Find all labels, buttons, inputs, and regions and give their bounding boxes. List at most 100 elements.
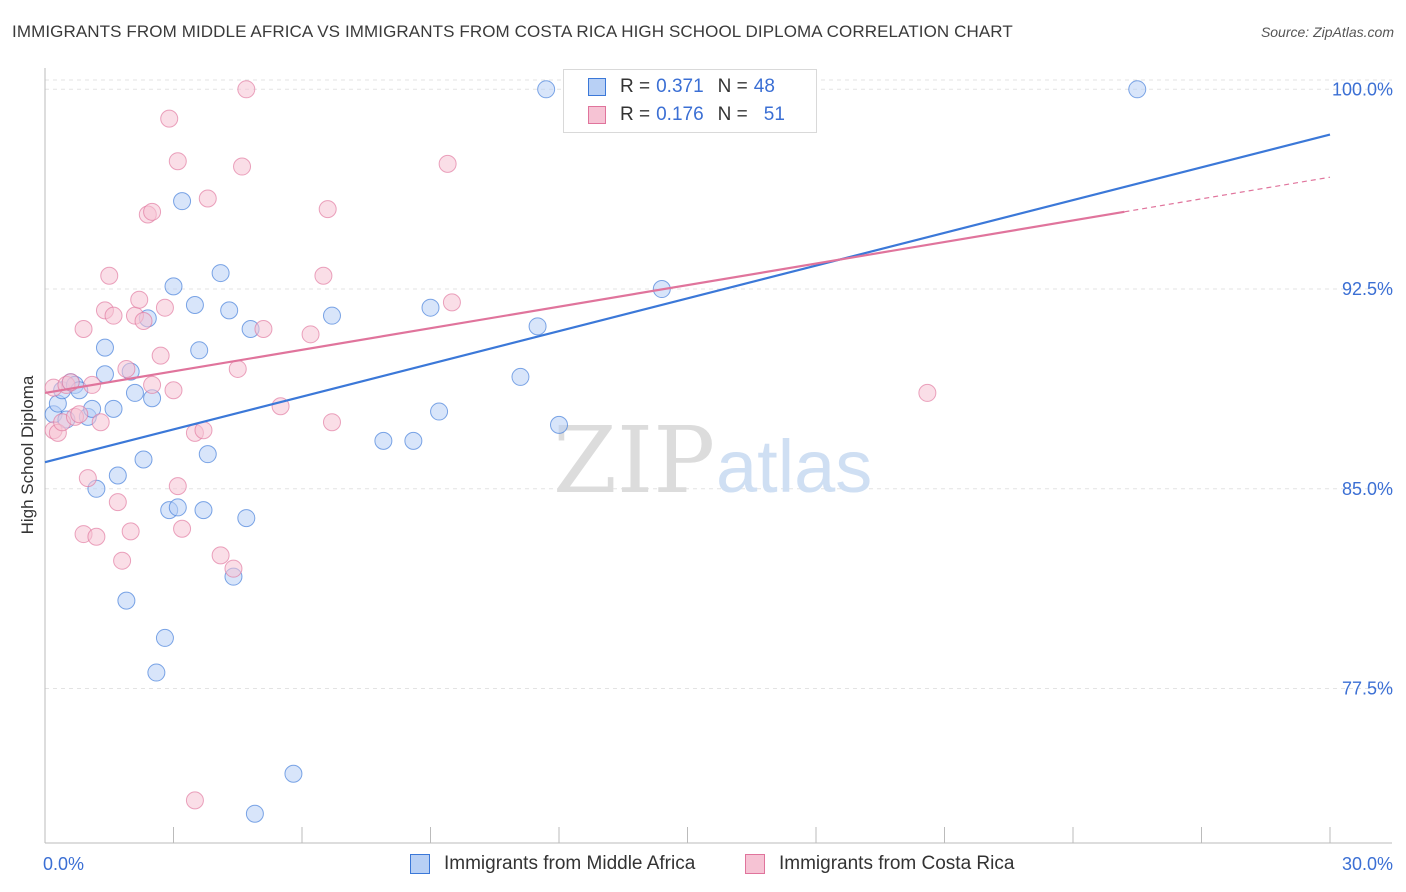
trendline-costa-rica-extension bbox=[1124, 176, 1331, 213]
point-costa-rica bbox=[237, 80, 256, 99]
point-costa-rica bbox=[254, 319, 273, 338]
y-tick-label: 92.5% bbox=[1342, 279, 1393, 299]
point-costa-rica bbox=[74, 319, 93, 338]
point-middle-africa bbox=[147, 663, 166, 682]
point-costa-rica bbox=[185, 791, 204, 810]
point-costa-rica bbox=[78, 469, 97, 488]
y-tick-label: 77.5% bbox=[1342, 679, 1393, 699]
point-costa-rica bbox=[104, 306, 123, 325]
point-costa-rica bbox=[130, 290, 149, 309]
series-legend-pink: Immigrants from Costa Rica bbox=[745, 851, 1014, 877]
r-value-pink: 0.176 bbox=[656, 104, 704, 125]
point-costa-rica bbox=[151, 346, 170, 365]
point-costa-rica bbox=[301, 325, 320, 344]
point-middle-africa bbox=[108, 466, 127, 485]
point-costa-rica bbox=[314, 266, 333, 285]
point-costa-rica bbox=[168, 152, 187, 171]
point-middle-africa bbox=[173, 192, 192, 211]
source-label: Source: ZipAtlas.com bbox=[1260, 24, 1394, 40]
pink-swatch bbox=[588, 106, 606, 124]
point-middle-africa bbox=[117, 591, 136, 610]
point-middle-africa bbox=[164, 277, 183, 296]
r-label: R = bbox=[620, 104, 651, 125]
point-middle-africa bbox=[211, 264, 230, 283]
point-middle-africa bbox=[374, 431, 393, 450]
point-middle-africa bbox=[1128, 80, 1147, 99]
blue-legend-swatch bbox=[410, 854, 430, 874]
point-middle-africa bbox=[198, 445, 217, 464]
n-value-pink: 51 bbox=[763, 104, 785, 125]
point-costa-rica bbox=[117, 359, 136, 378]
r-value-blue: 0.371 bbox=[656, 76, 704, 97]
blue-swatch bbox=[588, 78, 606, 96]
point-costa-rica bbox=[918, 383, 937, 402]
point-middle-africa bbox=[95, 338, 114, 357]
n-value-blue: 48 bbox=[753, 76, 775, 97]
point-costa-rica bbox=[155, 298, 174, 317]
point-costa-rica bbox=[113, 551, 132, 570]
point-costa-rica bbox=[121, 522, 140, 541]
point-middle-africa bbox=[155, 628, 174, 647]
pink-legend-swatch bbox=[745, 854, 765, 874]
point-costa-rica bbox=[228, 359, 247, 378]
point-middle-africa bbox=[245, 804, 264, 823]
point-middle-africa bbox=[125, 383, 144, 402]
stats-legend: R = 0.371 N = 48 R = 0.176 N = 51 bbox=[563, 69, 817, 133]
watermark-atlas: atlas bbox=[716, 425, 872, 508]
point-costa-rica bbox=[233, 157, 252, 176]
point-costa-rica bbox=[322, 413, 341, 432]
point-middle-africa bbox=[550, 415, 568, 434]
point-costa-rica bbox=[91, 413, 110, 432]
point-middle-africa bbox=[104, 399, 123, 418]
trendline-costa-rica bbox=[44, 210, 1125, 394]
n-label: N = bbox=[717, 76, 748, 97]
point-costa-rica bbox=[61, 373, 80, 392]
y-tick-label: 100.0% bbox=[1332, 79, 1393, 99]
r-label: R = bbox=[620, 76, 651, 97]
point-middle-africa bbox=[528, 317, 547, 336]
point-costa-rica bbox=[160, 109, 179, 128]
point-costa-rica bbox=[134, 312, 153, 331]
point-costa-rica bbox=[173, 519, 192, 538]
legend-row-blue: R = 0.371 N = 48 bbox=[588, 75, 775, 99]
point-middle-africa bbox=[194, 501, 213, 520]
point-middle-africa bbox=[511, 367, 530, 386]
series-name-pink: Immigrants from Costa Rica bbox=[779, 853, 1015, 874]
x-tick-label: 0.0% bbox=[43, 854, 84, 874]
point-costa-rica bbox=[87, 527, 106, 546]
point-middle-africa bbox=[421, 298, 440, 317]
point-costa-rica bbox=[70, 405, 89, 424]
point-middle-africa bbox=[284, 764, 303, 783]
x-tick-label: 30.0% bbox=[1342, 854, 1393, 874]
point-middle-africa bbox=[134, 450, 153, 469]
trendline-middle-africa bbox=[44, 133, 1331, 464]
point-costa-rica bbox=[224, 559, 243, 578]
legend-row-pink: R = 0.176 N = 51 bbox=[588, 103, 785, 127]
point-costa-rica bbox=[168, 477, 187, 496]
point-costa-rica bbox=[108, 493, 127, 512]
series-legend-blue: Immigrants from Middle Africa bbox=[410, 851, 695, 877]
point-middle-africa bbox=[185, 296, 204, 315]
n-label: N = bbox=[717, 104, 748, 125]
point-costa-rica bbox=[143, 375, 162, 394]
point-costa-rica bbox=[143, 202, 162, 221]
point-costa-rica bbox=[442, 293, 461, 312]
point-costa-rica bbox=[318, 200, 337, 219]
point-costa-rica bbox=[198, 189, 217, 208]
point-middle-africa bbox=[404, 431, 423, 450]
point-costa-rica bbox=[164, 381, 183, 400]
point-costa-rica bbox=[438, 154, 457, 173]
series-name-blue: Immigrants from Middle Africa bbox=[444, 853, 696, 874]
y-tick-label: 85.0% bbox=[1342, 479, 1393, 499]
point-costa-rica bbox=[100, 266, 119, 285]
point-middle-africa bbox=[168, 498, 187, 517]
point-middle-africa bbox=[537, 80, 556, 99]
point-middle-africa bbox=[190, 341, 209, 360]
point-middle-africa bbox=[220, 301, 239, 320]
point-middle-africa bbox=[237, 509, 256, 528]
point-middle-africa bbox=[430, 402, 449, 421]
point-costa-rica bbox=[211, 546, 230, 565]
chart-title: IMMIGRANTS FROM MIDDLE AFRICA VS IMMIGRA… bbox=[12, 22, 1013, 41]
point-middle-africa bbox=[322, 306, 341, 325]
